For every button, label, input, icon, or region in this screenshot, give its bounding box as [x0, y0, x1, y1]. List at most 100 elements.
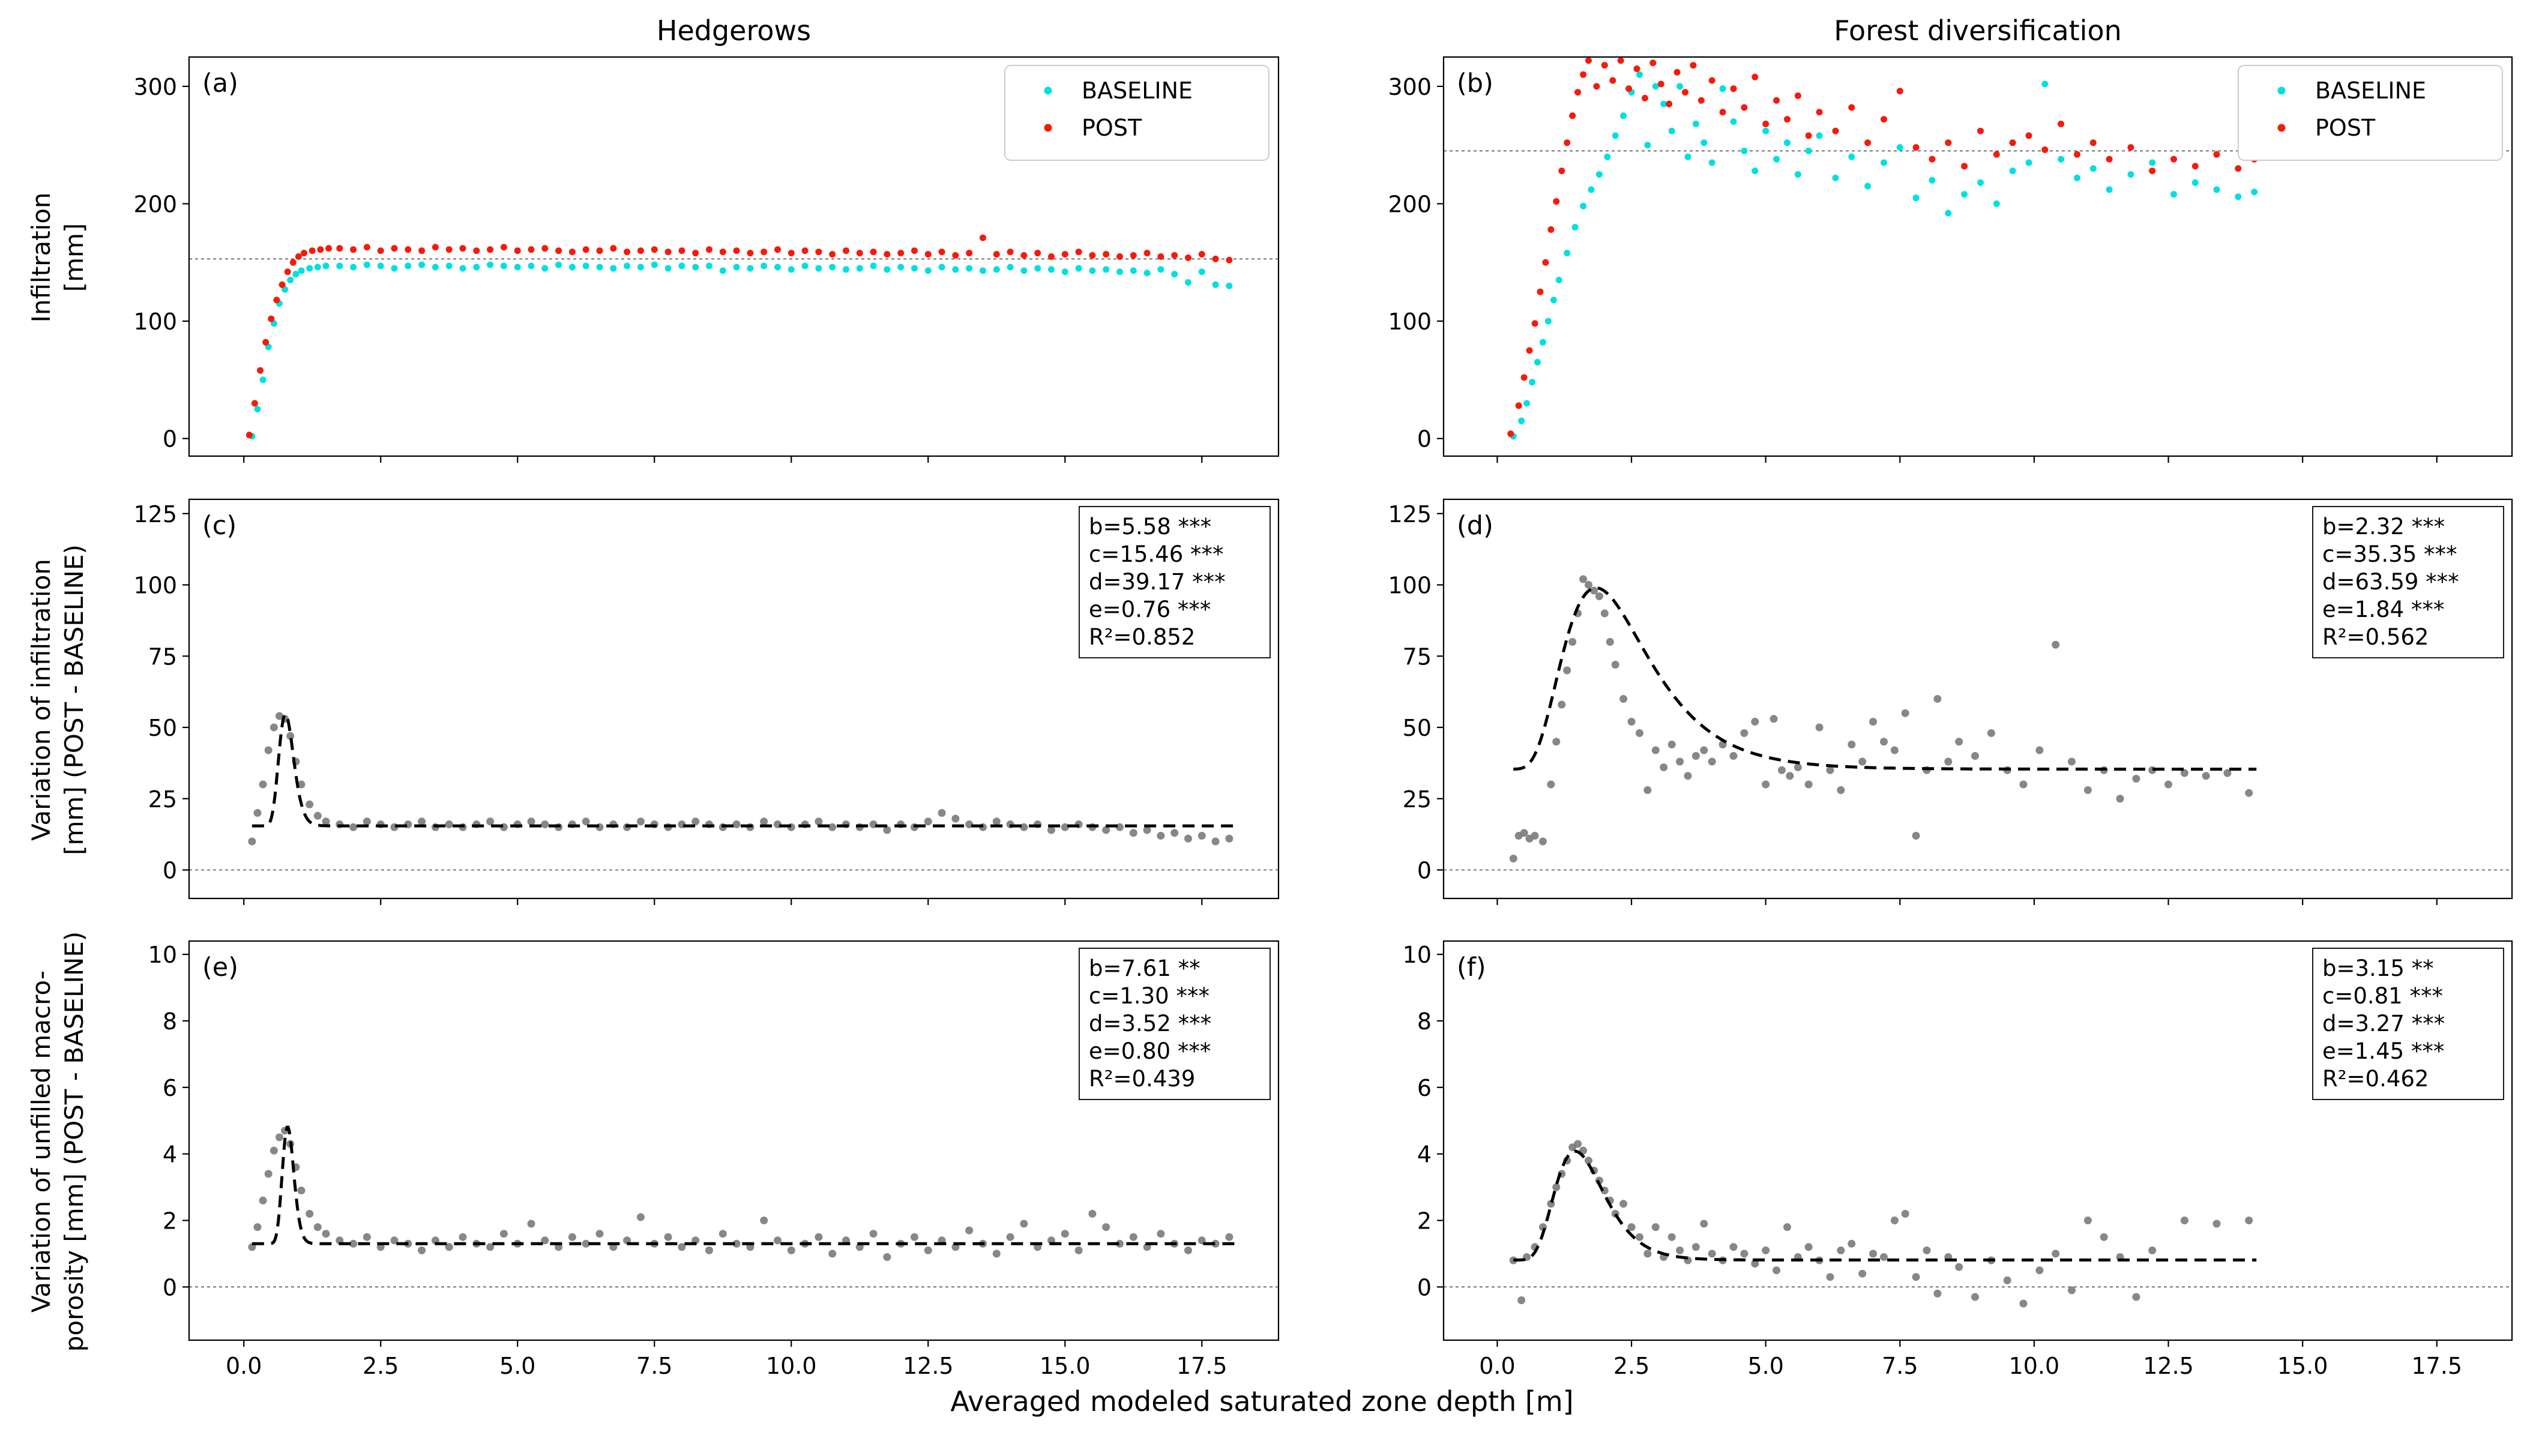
- stats-line: R²=0.852: [1089, 624, 1195, 650]
- panel-variation-macroporosity-hedgerows: 0.0 2.5 5.0 7.5 10.0 12.5 15.0 17.5 0 2 4 6 8 10 b=7.6…: [148, 940, 1280, 1379]
- y-tick-label: 0: [1417, 858, 1432, 884]
- y-axis-ticks: 0 25 50 75 100 125: [133, 501, 189, 884]
- plot-frame: [1442, 56, 2513, 457]
- legend-label-post: POST: [1082, 115, 1142, 141]
- y-axis-label-variation-macroporosity-line1: Variation of unfilled macro-: [26, 970, 56, 1313]
- x-tick-label: 12.5: [903, 1353, 954, 1379]
- stats-line: e=1.45 ***: [2322, 1038, 2444, 1064]
- x-axis-ticks: [243, 456, 1203, 463]
- stats-line: c=1.30 ***: [1089, 983, 1209, 1009]
- y-tick-label: 50: [1403, 715, 1432, 741]
- y-tick-label: 200: [133, 191, 177, 217]
- panel-letter: (f): [1457, 952, 1486, 982]
- y-tick-label: 75: [1403, 643, 1432, 670]
- scatter-post: [245, 234, 1233, 439]
- y-tick-label: 25: [148, 786, 177, 813]
- panel-variation-macroporosity-forest: 0.0 2.5 5.0 7.5 10.0 12.5 15.0 17.5 0 2 4 6 8 10 b=3.1…: [1403, 940, 2513, 1379]
- x-axis-label: Averaged modeled saturated zone depth [m…: [950, 1385, 1574, 1418]
- stats-line: d=3.52 ***: [1089, 1011, 1211, 1036]
- y-tick-label: 100: [133, 573, 177, 599]
- stats-box: b=7.61 **c=1.30 ***d=3.52 ***e=0.80 ***R…: [1079, 948, 1271, 1100]
- panel-infiltration-forest: 0 100 200 300 BASELINE POST (b): [1388, 56, 2513, 463]
- y-tick-label: 8: [1417, 1008, 1432, 1035]
- y-tick-label: 2: [163, 1208, 177, 1235]
- legend-label-baseline: BASELINE: [1082, 77, 1193, 104]
- column-title-forest-diversification: Forest diversification: [1834, 14, 2122, 47]
- x-tick-label: 10.0: [766, 1353, 817, 1379]
- stats-line: R²=0.439: [1089, 1066, 1195, 1092]
- panel-infiltration-hedgerows: 0 100 200 300 BASELINE POST (a): [133, 56, 1280, 463]
- y-tick-label: 4: [163, 1142, 177, 1168]
- y-axis-label-variation-macroporosity: Variation of unfilled macro- porosity [m…: [25, 871, 95, 1412]
- y-tick-label: 4: [1417, 1142, 1432, 1168]
- legend: BASELINE POST: [1004, 65, 1270, 161]
- y-tick-label: 100: [1388, 573, 1432, 599]
- panel-variation-infiltration-hedgerows: 0 25 50 75 100 125 b=5.58 ***c=15.46 ***d=39.1…: [133, 498, 1280, 905]
- y-tick-label: 300: [1388, 74, 1432, 100]
- plot-frame: [1442, 940, 2513, 1341]
- y-tick-label: 50: [148, 715, 177, 741]
- x-axis-ticks: [243, 898, 1203, 905]
- scatter-post: [1507, 57, 2258, 438]
- stats-line: b=2.32 ***: [2322, 514, 2445, 540]
- stats-line: b=7.61 **: [1089, 955, 1200, 981]
- y-tick-label: 0: [1417, 426, 1432, 453]
- stats-line: R²=0.562: [2322, 624, 2429, 650]
- y-tick-label: 0: [163, 858, 177, 884]
- stats-line: c=0.81 ***: [2322, 983, 2443, 1009]
- y-tick-label: 0: [163, 1274, 177, 1301]
- y-tick-label: 25: [1403, 786, 1432, 813]
- panel-letter: (a): [202, 68, 238, 98]
- y-tick-label: 200: [1388, 191, 1432, 217]
- legend-label-baseline: BASELINE: [2315, 77, 2426, 104]
- x-tick-label: 7.5: [636, 1353, 672, 1379]
- stats-line: b=5.58 ***: [1089, 514, 1211, 540]
- legend-marker-post: [2277, 124, 2286, 132]
- stats-box: b=2.32 ***c=35.35 ***d=63.59 ***e=1.84 *…: [2312, 506, 2504, 658]
- stats-line: e=0.76 ***: [1089, 597, 1211, 622]
- y-tick-label: 75: [148, 643, 177, 670]
- y-axis-ticks: 0 100 200 300: [1388, 74, 1444, 453]
- x-tick-label: 7.5: [1882, 1353, 1918, 1379]
- stats-line: R²=0.462: [2322, 1066, 2429, 1092]
- panel-letter: (c): [202, 511, 236, 541]
- legend: BASELINE POST: [2238, 65, 2503, 161]
- plot-frame: [1442, 498, 2513, 900]
- y-tick-label: 2: [1417, 1208, 1432, 1235]
- x-axis-ticks: 0.0 2.5 5.0 7.5 10.0 12.5 15.0 17.5: [226, 1340, 1227, 1379]
- x-tick-label: 10.0: [2009, 1353, 2060, 1379]
- y-axis-ticks: 0 25 50 75 100 125: [1388, 501, 1444, 884]
- stats-line: d=63.59 ***: [2322, 569, 2459, 595]
- x-tick-label: 0.0: [1479, 1353, 1515, 1379]
- legend-marker-baseline: [1044, 86, 1052, 95]
- x-tick-label: 2.5: [363, 1353, 399, 1379]
- legend-marker-baseline: [2277, 86, 2286, 95]
- y-tick-label: 125: [133, 501, 177, 528]
- y-axis-ticks: 0 2 4 6 8 10: [148, 942, 189, 1301]
- legend-marker-post: [1044, 124, 1052, 132]
- y-axis-ticks: 0 100 200 300: [133, 74, 189, 453]
- x-tick-label: 0.0: [226, 1353, 262, 1379]
- y-tick-label: 125: [1388, 501, 1432, 528]
- column-title-hedgerows: Hedgerows: [656, 14, 812, 47]
- panel-letter: (b): [1457, 68, 1493, 98]
- y-tick-label: 0: [163, 426, 177, 453]
- panel-variation-infiltration-forest: 0 25 50 75 100 125 b=2.32 ***c=35.35 ***d=63.5…: [1388, 498, 2513, 905]
- fit-curve: [251, 1125, 1240, 1245]
- x-tick-label: 12.5: [2143, 1353, 2194, 1379]
- stats-line: e=1.84 ***: [2322, 597, 2444, 622]
- x-tick-label: 15.0: [2277, 1353, 2328, 1379]
- x-tick-label: 15.0: [1040, 1353, 1091, 1379]
- stats-line: d=39.17 ***: [1089, 569, 1226, 595]
- stats-line: e=0.80 ***: [1089, 1038, 1211, 1064]
- fit-curve: [1513, 586, 2257, 771]
- y-tick-label: 10: [1403, 942, 1432, 968]
- x-tick-label: 5.0: [1747, 1353, 1783, 1379]
- y-tick-label: 100: [1388, 308, 1432, 335]
- stats-line: b=3.15 **: [2322, 955, 2434, 981]
- scatter-baseline: [1510, 71, 2258, 440]
- x-tick-label: 5.0: [499, 1353, 535, 1379]
- stats-box: b=5.58 ***c=15.46 ***d=39.17 ***e=0.76 *…: [1079, 506, 1271, 658]
- legend-label-post: POST: [2315, 115, 2376, 141]
